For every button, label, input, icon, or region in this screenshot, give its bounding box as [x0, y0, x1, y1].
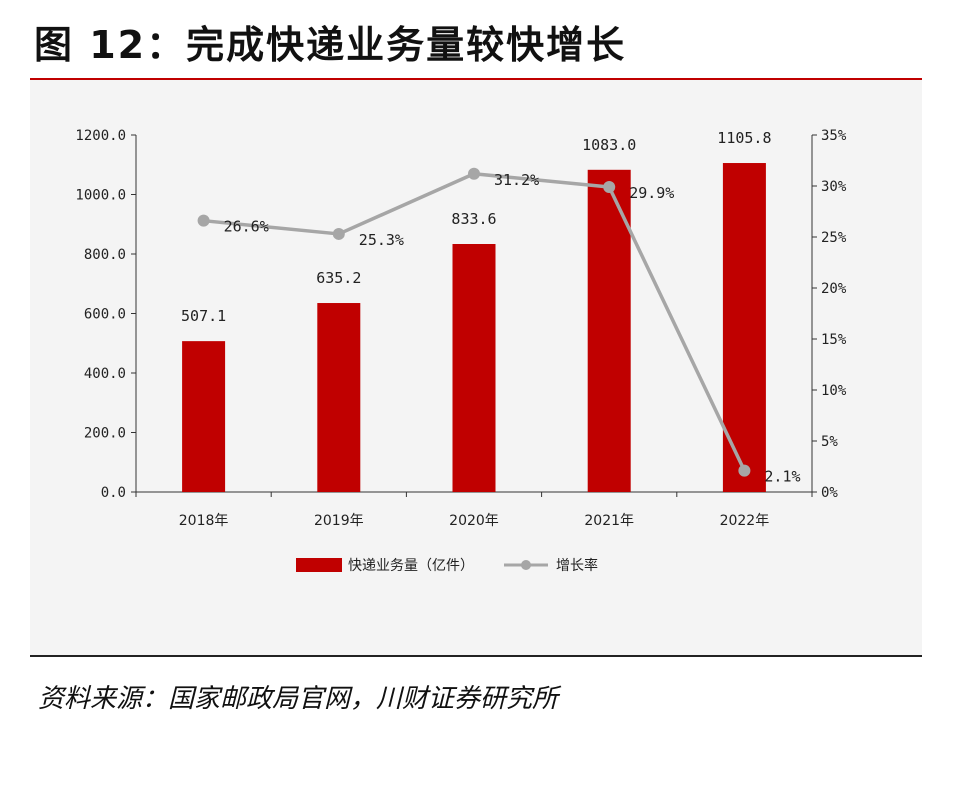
- left-axis-tick-label: 400.0: [84, 366, 126, 382]
- bars-layer: [182, 163, 766, 492]
- legend-bar-swatch: [296, 558, 342, 572]
- legend-line-marker: [521, 560, 531, 570]
- bar-value-label: 833.6: [451, 210, 496, 228]
- bar-value-label: 1105.8: [717, 129, 771, 147]
- x-axis-tick-label: 2018年: [179, 513, 229, 529]
- right-axis-tick-label: 30%: [821, 179, 847, 195]
- growth-rate-point: [197, 214, 210, 227]
- labels-layer: 507.1 635.2 833.6 1083.0 1105.8 26.6% 25.3% 31.…: [181, 129, 801, 486]
- right-axis-tick-label: 5%: [821, 434, 838, 450]
- growth-rate-point: [603, 181, 616, 194]
- x-axis-tick-label: 2022年: [720, 513, 770, 529]
- x-axis-tick-label: 2021年: [584, 513, 634, 529]
- right-axis-tick-label: 15%: [821, 332, 847, 348]
- legend-bar-label: 快递业务量（亿件）: [348, 558, 474, 574]
- bar: [452, 244, 496, 492]
- bar-value-label: 507.1: [181, 307, 226, 325]
- growth-rate-label: 29.9%: [629, 184, 674, 202]
- growth-rate-label: 31.2%: [494, 171, 539, 189]
- source-note: 资料来源：国家邮政局官网，川财证券研究所: [38, 684, 559, 714]
- left-axis-tick-label: 0.0: [101, 485, 126, 501]
- left-axis-tick-label: 600.0: [84, 307, 126, 323]
- axes-layer: 0.0 200.0 400.0 600.0 800.0 1000.0 1200.0 0% 5% 1…: [75, 128, 846, 529]
- legend-layer: 快递业务量（亿件） 增长率: [296, 557, 598, 574]
- left-axis-tick-label: 200.0: [84, 426, 126, 442]
- bar-value-label: 635.2: [316, 269, 361, 287]
- left-axis-tick-label: 800.0: [84, 247, 126, 263]
- growth-rate-point: [332, 227, 345, 240]
- bar: [317, 303, 361, 492]
- bar: [182, 341, 226, 492]
- right-axis-tick-label: 10%: [821, 383, 847, 399]
- bottom-rule: [30, 655, 922, 657]
- left-axis-tick-label: 1000.0: [75, 188, 126, 204]
- x-axis-tick-label: 2019年: [314, 513, 364, 529]
- figure-title: 图 12：完成快递业务量较快增长: [34, 23, 627, 67]
- x-axis-tick-label: 2020年: [449, 513, 499, 529]
- left-axis-tick-label: 1200.0: [75, 128, 126, 144]
- bar-value-label: 1083.0: [582, 136, 636, 154]
- growth-rate-label: 26.6%: [224, 218, 269, 236]
- legend-line-label: 增长率: [556, 557, 598, 574]
- growth-rate-point: [468, 167, 480, 180]
- growth-rate-point: [738, 464, 751, 477]
- right-axis-tick-label: 35%: [821, 128, 847, 144]
- right-axis-tick-label: 25%: [821, 230, 847, 246]
- growth-rate-label: 2.1%: [764, 468, 800, 486]
- bar: [587, 169, 631, 492]
- combo-chart: 0.0 200.0 400.0 600.0 800.0 1000.0 1200.0 0% 5% 1…: [75, 128, 846, 574]
- right-axis-tick-label: 0%: [821, 485, 838, 501]
- line-layer: [197, 167, 751, 477]
- growth-rate-label: 25.3%: [359, 231, 404, 249]
- chart-panel: 0.0 200.0 400.0 600.0 800.0 1000.0 1200.0 0% 5% 1…: [30, 80, 922, 655]
- title-rule: [30, 78, 922, 80]
- right-axis-tick-label: 20%: [821, 281, 847, 297]
